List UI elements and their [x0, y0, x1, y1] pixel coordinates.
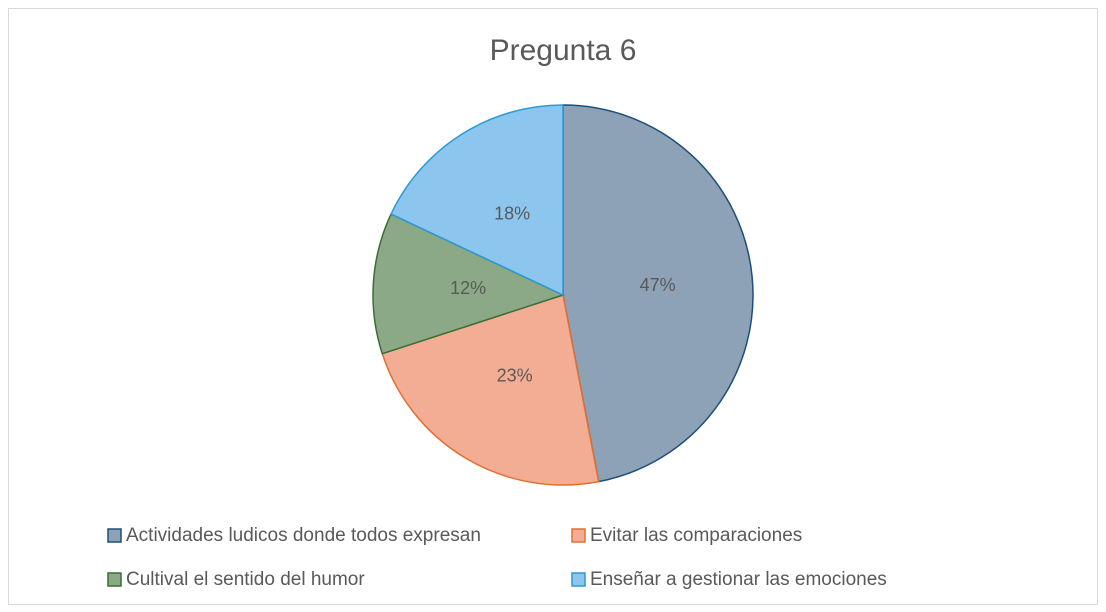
legend-label: Actividades ludicos donde todos expresan — [126, 525, 481, 546]
pie-slice — [381, 294, 600, 486]
pie-slice — [390, 104, 564, 297]
legend-swatch — [571, 572, 586, 587]
legend-swatch — [107, 528, 122, 543]
data-label: 18% — [494, 204, 530, 224]
legend-swatch — [107, 572, 122, 587]
legend-label: Cultival el sentido del humor — [126, 569, 365, 590]
legend-label: Evitar las comparaciones — [590, 525, 802, 546]
data-label: 47% — [640, 275, 676, 295]
data-label: 12% — [450, 278, 486, 298]
legend-swatch — [571, 528, 586, 543]
chart-title: Pregunta 6 — [490, 34, 637, 67]
pie-slice — [372, 213, 566, 355]
legend-label: Enseñar a gestionar las emociones — [590, 569, 887, 590]
pie-slice — [562, 104, 754, 483]
data-label: 23% — [497, 366, 533, 386]
